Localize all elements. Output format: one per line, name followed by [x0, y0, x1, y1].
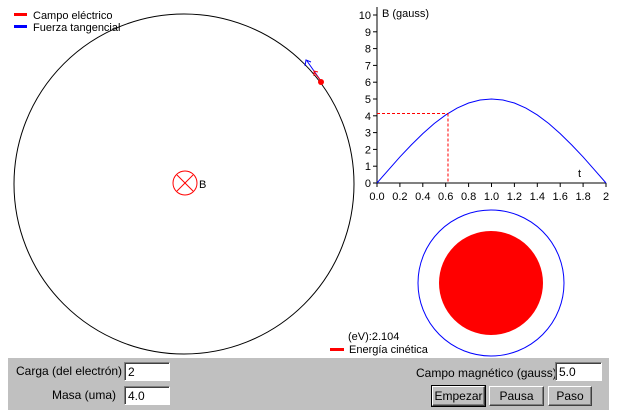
start-button[interactable]: Empezar: [431, 385, 486, 407]
mass-input[interactable]: [124, 386, 170, 405]
electric-field-legend-swatch: [14, 13, 27, 16]
step-button[interactable]: Paso: [548, 386, 592, 406]
chart-x-tick-label: 1.6: [553, 191, 568, 203]
chart-x-tick-label: 1.0: [484, 191, 499, 203]
chart-y-tick-label: 8: [365, 44, 371, 56]
magnetic-field-into-page-icon: [172, 170, 198, 196]
chart-x-tick-label: 0.0: [369, 191, 384, 203]
chart-x-tick-label: 0.8: [461, 191, 476, 203]
chart-x-tick-label: 2: [603, 191, 609, 203]
chart-x-axis-label: t: [578, 168, 581, 180]
tangential-force-arrowhead: [304, 59, 312, 67]
particle: [318, 79, 324, 85]
chart-y-tick-label: 7: [365, 60, 371, 72]
chart-y-tick-label: 0: [365, 178, 371, 190]
chart-y-tick-label: 2: [365, 144, 371, 156]
chart-x-tick-label: 0.4: [415, 191, 430, 203]
kinetic-energy-value: (eV):2.104: [348, 331, 399, 343]
chart-x-tick-label: 1.2: [507, 191, 522, 203]
magnetic-field-label: Campo magnético (gauss): [416, 366, 557, 380]
kinetic-energy-label: Energía cinética: [349, 344, 429, 356]
legend: Campo eléctrico Fuerza tangencial: [14, 10, 120, 34]
kinetic-energy-legend-swatch: [330, 348, 344, 351]
field-symbol-label: B: [199, 179, 206, 191]
orbit-circle: [13, 13, 355, 355]
chart-x-tick-label: 0.2: [392, 191, 407, 203]
chart-x-tick-label: 0.6: [438, 191, 453, 203]
magnetic-field-input[interactable]: [555, 362, 602, 381]
chart-y-tick-label: 9: [365, 27, 371, 39]
chart-series-line: [376, 98, 607, 184]
field-time-chart: B (gauss) t 0 1 2 3 4 5 6 7 8 9 10 0.0 0.2 0.4 0.6 0.8 1…: [359, 7, 609, 203]
energy-max-ring: [417, 209, 565, 357]
particle-group: [304, 59, 324, 85]
chart-x-tick-label: 1.4: [530, 191, 545, 203]
chart-y-axis-label: B (gauss): [382, 8, 429, 20]
chart-y-tick-label: 3: [365, 128, 371, 140]
tangential-force-legend-swatch: [14, 25, 27, 28]
tangential-force-legend-label: Fuerza tangencial: [33, 22, 120, 34]
chart-y-tick-label: 10: [359, 10, 371, 22]
chart-y-tick-label: 4: [365, 111, 371, 123]
charge-input[interactable]: [124, 362, 170, 381]
kinetic-energy-disc: [439, 231, 543, 335]
electric-field-arrowhead: [313, 70, 319, 76]
mass-label: Masa (uma): [52, 388, 117, 402]
chart-y-tick-label: 5: [365, 94, 371, 106]
chart-y-tick-label: 1: [365, 161, 371, 173]
pause-button[interactable]: Pausa: [489, 386, 544, 406]
electric-field-legend-label: Campo eléctrico: [33, 10, 112, 22]
chart-x-tick-label: 1.8: [575, 191, 590, 203]
chart-y-tick-label: 6: [365, 77, 371, 89]
charge-label: Carga (del electrón): [16, 364, 123, 378]
